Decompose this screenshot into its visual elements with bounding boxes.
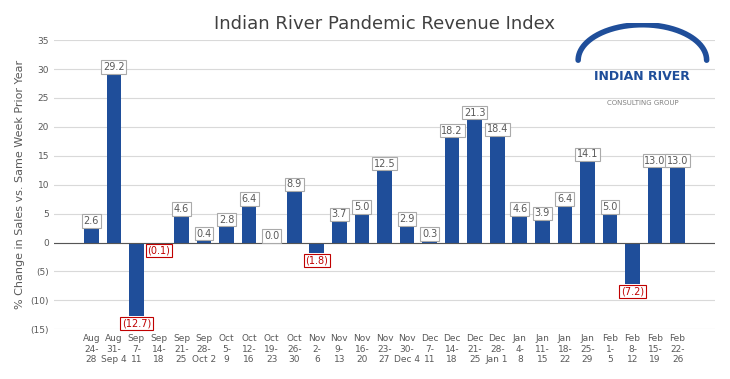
Bar (445, 137, 459, 243)
Text: 6.4: 6.4 (242, 194, 257, 204)
Text: 13.0: 13.0 (667, 156, 688, 166)
Text: 0.3: 0.3 (422, 229, 437, 239)
Text: 12.5: 12.5 (374, 158, 395, 169)
Text: 4.6: 4.6 (174, 204, 189, 214)
Text: 6.4: 6.4 (557, 194, 572, 204)
Bar (332, 221, 347, 243)
Text: 0.0: 0.0 (264, 231, 280, 241)
Title: Indian River Pandemic Revenue Index: Indian River Pandemic Revenue Index (214, 15, 555, 33)
Bar (422, 241, 437, 243)
Bar (107, 74, 121, 243)
Bar (670, 168, 685, 243)
Bar (219, 226, 234, 243)
Bar (467, 119, 482, 243)
Text: 18.2: 18.2 (442, 125, 463, 136)
Bar (625, 243, 640, 284)
Text: 3.9: 3.9 (534, 208, 550, 218)
Text: 8.9: 8.9 (287, 179, 302, 190)
Text: CONSULTING GROUP: CONSULTING GROUP (607, 100, 678, 106)
Bar (580, 161, 595, 243)
Text: 13.0: 13.0 (645, 156, 666, 166)
Text: 0.4: 0.4 (196, 229, 212, 238)
Y-axis label: % Change in Sales vs. Same Week Prior Year: % Change in Sales vs. Same Week Prior Ye… (15, 60, 25, 309)
Text: 21.3: 21.3 (464, 108, 485, 117)
Text: 2.9: 2.9 (399, 214, 415, 224)
Text: 29.2: 29.2 (103, 62, 125, 72)
Text: INDIAN RIVER: INDIAN RIVER (594, 70, 691, 83)
Bar (129, 243, 144, 316)
Text: (7.2): (7.2) (621, 287, 644, 296)
Text: 3.7: 3.7 (331, 210, 347, 219)
Text: 5.0: 5.0 (602, 202, 618, 212)
Text: (0.1): (0.1) (147, 246, 170, 255)
Text: (1.8): (1.8) (305, 255, 328, 265)
Text: 14.1: 14.1 (577, 149, 598, 159)
Bar (196, 240, 212, 243)
Bar (287, 191, 301, 243)
Bar (512, 216, 527, 243)
Bar (242, 205, 256, 243)
Bar (603, 214, 618, 243)
Text: (12.7): (12.7) (122, 318, 151, 328)
Bar (355, 214, 369, 243)
Bar (310, 243, 324, 253)
Bar (84, 227, 99, 243)
Bar (648, 168, 662, 243)
Text: 18.4: 18.4 (486, 124, 508, 135)
Text: 4.6: 4.6 (512, 204, 527, 214)
Bar (400, 226, 415, 243)
Text: 2.6: 2.6 (84, 216, 99, 226)
Text: 5.0: 5.0 (354, 202, 369, 212)
Bar (535, 220, 550, 243)
Bar (558, 205, 572, 243)
Bar (377, 170, 392, 243)
Bar (490, 136, 504, 243)
Bar (174, 216, 189, 243)
Text: 2.8: 2.8 (219, 215, 234, 225)
